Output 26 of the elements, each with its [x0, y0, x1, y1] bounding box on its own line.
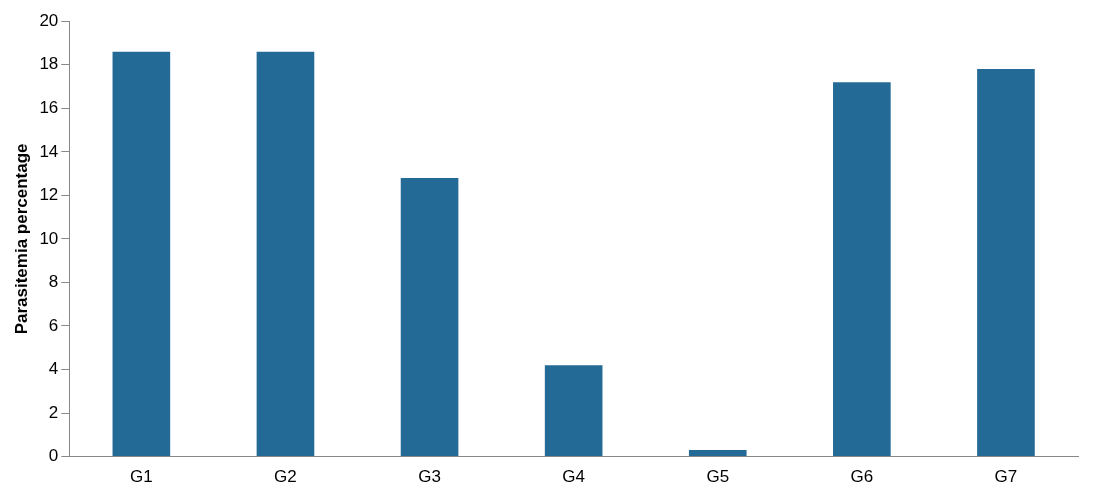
y-tick-label: 12 [39, 185, 59, 205]
x-tick-label: G3 [418, 467, 441, 487]
y-tick-label: 18 [39, 54, 59, 74]
bar [256, 51, 315, 457]
y-axis-title: Parasitemia percentage [11, 143, 31, 335]
y-tick-label: 16 [39, 97, 59, 117]
y-tick-label: 8 [48, 272, 59, 292]
x-tick-label: G2 [274, 467, 297, 487]
bar [112, 51, 171, 457]
x-tick-label: G7 [994, 467, 1018, 487]
bar [688, 450, 747, 457]
y-tick-label: 6 [48, 315, 59, 335]
y-tick-label: 4 [48, 359, 59, 379]
y-tick-label: 0 [48, 446, 59, 466]
x-tick-label: G1 [130, 467, 153, 487]
x-tick-label: G6 [850, 467, 874, 487]
y-tick-label: 2 [48, 402, 59, 422]
y-tick-label: 14 [39, 141, 59, 161]
bar [977, 69, 1035, 457]
bar [544, 365, 603, 457]
bar [833, 82, 891, 457]
bar [400, 177, 459, 457]
y-tick-label: 10 [39, 228, 59, 248]
y-tick-label: 20 [39, 10, 59, 30]
x-tick-label: G4 [562, 467, 585, 487]
x-tick-label: G5 [706, 467, 730, 487]
